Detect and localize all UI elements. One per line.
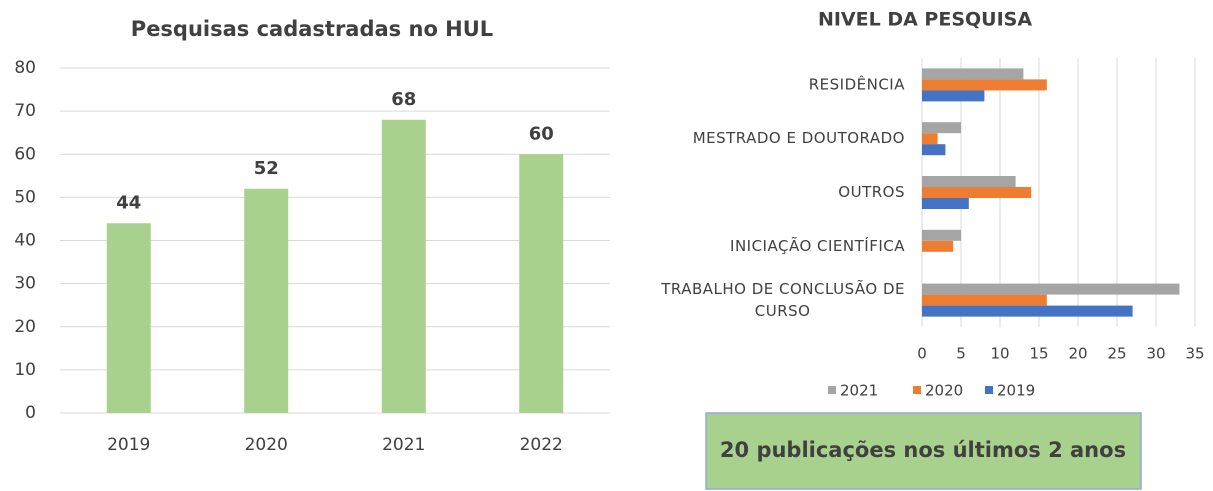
chart-title: Pesquisas cadastradas no HUL	[131, 17, 493, 41]
x-tick-label: 2020	[245, 435, 288, 455]
y-tick-label: 30	[14, 274, 36, 294]
y-tick-label: 50	[14, 187, 36, 207]
y-tick-label: 40	[14, 231, 36, 251]
legend-swatch	[828, 386, 836, 394]
legend-label: 2021	[840, 382, 878, 400]
chart-title: NIVEL DA PESQUISA	[818, 9, 1032, 31]
data-label: 52	[254, 158, 279, 179]
bar	[922, 144, 946, 156]
callout-text: 20 publicações nos últimos 2 anos	[720, 438, 1126, 462]
data-label: 44	[116, 192, 141, 213]
y-tick-label: 70	[14, 101, 36, 121]
bar	[922, 187, 1032, 198]
y-tick-label: TRABALHO DE CONCLUSÃO DE CURSO	[660, 279, 905, 320]
legend-swatch	[985, 386, 993, 394]
bar	[244, 188, 289, 413]
x-tick-label: 10	[990, 345, 1009, 363]
bar	[381, 119, 426, 413]
bar	[922, 283, 1180, 295]
y-tick-label: RESIDÊNCIA	[809, 74, 905, 93]
x-tick-label: 5	[956, 345, 966, 363]
y-tick-label: 10	[14, 360, 36, 380]
bar	[922, 294, 1047, 306]
x-tick-label: 2019	[107, 435, 150, 455]
x-tick-label: 2021	[382, 435, 425, 455]
y-tick-label: INICIAÇÃO CIENTÍFICA	[730, 236, 905, 255]
x-tick-label: 35	[1185, 345, 1204, 363]
y-tick-label: 0	[25, 403, 36, 423]
y-tick-label: OUTROS	[838, 183, 905, 201]
bar	[922, 229, 961, 241]
bar	[922, 122, 961, 134]
legend-label: 2020	[925, 382, 963, 400]
x-tick-label: 2022	[520, 435, 563, 455]
y-tick-label: 60	[14, 144, 36, 164]
bar	[519, 154, 564, 413]
x-tick-label: 25	[1107, 345, 1126, 363]
y-tick-label: MESTRADO E DOUTORADO	[693, 129, 905, 147]
bar	[922, 240, 954, 252]
data-label: 60	[529, 123, 554, 144]
bar	[922, 198, 969, 209]
x-tick-label: 15	[1029, 345, 1048, 363]
bar	[922, 176, 1016, 187]
bar	[922, 90, 985, 102]
bar	[106, 223, 151, 413]
bar	[922, 133, 938, 145]
bar	[922, 79, 1047, 91]
x-tick-label: 20	[1068, 345, 1087, 363]
x-tick-label: 30	[1146, 345, 1165, 363]
y-tick-label: 20	[14, 317, 36, 337]
y-tick-label: 80	[14, 58, 36, 78]
callout-box	[705, 412, 1142, 490]
legend-label: 2019	[997, 382, 1035, 400]
data-label: 68	[391, 89, 416, 110]
bar	[922, 68, 1024, 80]
legend-swatch	[913, 386, 921, 394]
bar	[922, 305, 1133, 317]
x-tick-label: 0	[917, 345, 927, 363]
